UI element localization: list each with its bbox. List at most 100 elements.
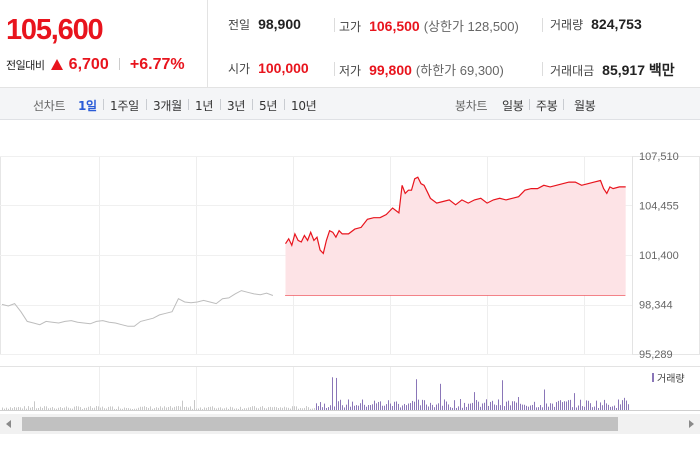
volume-bar <box>616 407 617 410</box>
volume-legend-icon <box>652 373 654 382</box>
volume-bar <box>602 405 603 410</box>
volume-bar <box>154 408 155 410</box>
volume-bar <box>22 408 23 410</box>
volume-bar <box>54 408 55 410</box>
period-5y-tab[interactable]: 5년 <box>259 99 278 113</box>
volume-bar <box>244 408 245 410</box>
volume-bar <box>42 407 43 410</box>
volume-bar <box>408 403 409 410</box>
volume-bar <box>412 400 413 410</box>
stat-sub: (상한가 128,500) <box>423 19 519 34</box>
volume-bar <box>20 407 21 410</box>
volume-bar <box>434 407 435 410</box>
stat-value: 99,800 <box>369 62 412 78</box>
volume-bar <box>164 406 165 410</box>
volume-bar <box>184 407 185 410</box>
volume-bar <box>234 408 235 410</box>
current-price: 105,600 <box>6 14 104 46</box>
tab-divider <box>284 99 285 110</box>
volume-bar <box>352 401 353 410</box>
today-area-group <box>284 176 626 296</box>
volume-bar <box>118 406 119 410</box>
volume-bar <box>82 408 83 410</box>
stat-trade-value: 거래대금 85,917 백만 <box>550 60 675 80</box>
volume-bar <box>600 402 601 410</box>
volume-bar <box>268 407 269 410</box>
volume-bar <box>520 403 521 410</box>
volume-bar <box>14 407 15 410</box>
scrollbar-thumb[interactable] <box>22 417 618 431</box>
volume-bar <box>370 405 371 410</box>
volume-legend-label: 거래량 <box>657 373 685 385</box>
volume-bar <box>224 408 225 410</box>
volume-bar <box>522 404 523 410</box>
volume-bar <box>150 406 151 410</box>
volume-bar <box>482 403 483 410</box>
volume-bar <box>390 403 391 410</box>
volume-bar <box>384 405 385 410</box>
volume-bar <box>436 404 437 410</box>
volume-bar <box>238 408 239 410</box>
volume-bar <box>142 406 143 410</box>
scroll-right-arrow-icon[interactable] <box>689 420 694 428</box>
volume-bar <box>296 406 297 410</box>
volume-bar <box>78 406 79 410</box>
volume-bar <box>80 407 81 410</box>
volume-bar <box>562 402 563 410</box>
volume-bar <box>358 405 359 410</box>
period-1d-tab[interactable]: 1일 <box>78 99 97 113</box>
stat-label: 거래량 <box>550 18 584 32</box>
volume-bar <box>524 404 525 410</box>
volume-bar <box>66 406 67 410</box>
stat-label: 시가 <box>228 62 251 76</box>
period-1y-tab[interactable]: 1년 <box>195 99 214 113</box>
period-10y-tab[interactable]: 10년 <box>291 99 317 113</box>
volume-bar <box>76 406 77 410</box>
volume-bar <box>24 406 25 410</box>
volume-bar <box>270 406 271 410</box>
volume-bar <box>348 399 349 410</box>
volume-bar <box>366 406 367 410</box>
volume-bar <box>596 400 597 410</box>
volume-bar <box>476 400 477 410</box>
volume-bar <box>242 408 243 410</box>
volume-bar <box>394 401 395 410</box>
volume-bar <box>92 407 93 410</box>
volume-bar <box>278 407 279 410</box>
volume-bar <box>530 405 531 410</box>
period-3m-tab[interactable]: 3개월 <box>153 99 182 113</box>
volume-bar <box>324 403 325 410</box>
volume-bar <box>528 406 529 410</box>
volume-bar <box>516 402 517 410</box>
volume-bar <box>2 407 3 410</box>
volume-bar <box>406 405 407 410</box>
volume-bar <box>506 401 507 410</box>
volume-bar <box>208 407 209 410</box>
stat-open: 시가 100,000 <box>228 60 309 77</box>
y-tick-label: 104,455 <box>639 200 679 212</box>
candle-daily-tab[interactable]: 일봉 <box>502 99 524 113</box>
volume-bar <box>468 403 469 410</box>
volume-bar <box>416 379 417 410</box>
volume-bar <box>580 399 581 410</box>
period-3y-tab[interactable]: 3년 <box>227 99 246 113</box>
change-rate: +6.77% <box>129 56 185 73</box>
volume-bar <box>282 407 283 410</box>
volume-bar <box>126 407 127 410</box>
volume-bar <box>568 400 569 410</box>
volume-bar <box>102 406 103 410</box>
volume-bar <box>108 406 109 410</box>
stat-label: 거래대금 <box>550 64 595 78</box>
volume-bar <box>372 404 373 410</box>
volume-bar <box>232 407 233 410</box>
volume-bar <box>36 408 37 410</box>
volume-bar <box>330 405 331 410</box>
volume-bar <box>346 404 347 410</box>
y-axis-ticks: 107,510 104,455 101,400 98,344 95,289 <box>639 151 679 361</box>
volume-bar <box>140 406 141 410</box>
candle-monthly-tab[interactable]: 월봉 <box>574 99 596 113</box>
scroll-left-arrow-icon[interactable] <box>6 420 11 428</box>
period-1w-tab[interactable]: 1주일 <box>110 99 139 113</box>
volume-bar <box>354 405 355 410</box>
candle-weekly-tab[interactable]: 주봉 <box>536 99 558 113</box>
